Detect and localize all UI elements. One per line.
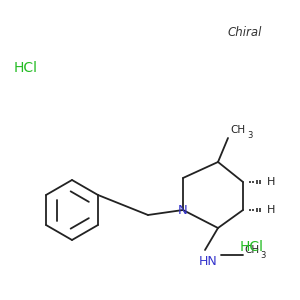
- Text: N: N: [178, 203, 188, 217]
- Text: H: H: [267, 205, 275, 215]
- Text: CH: CH: [244, 245, 259, 255]
- Text: 3: 3: [247, 130, 252, 140]
- Text: CH: CH: [230, 125, 245, 135]
- Text: HCl: HCl: [14, 61, 38, 75]
- Text: 3: 3: [260, 250, 266, 260]
- Text: HCl: HCl: [240, 240, 264, 254]
- Text: HN: HN: [199, 255, 218, 268]
- Text: H: H: [267, 177, 275, 187]
- Text: Chiral: Chiral: [228, 26, 262, 38]
